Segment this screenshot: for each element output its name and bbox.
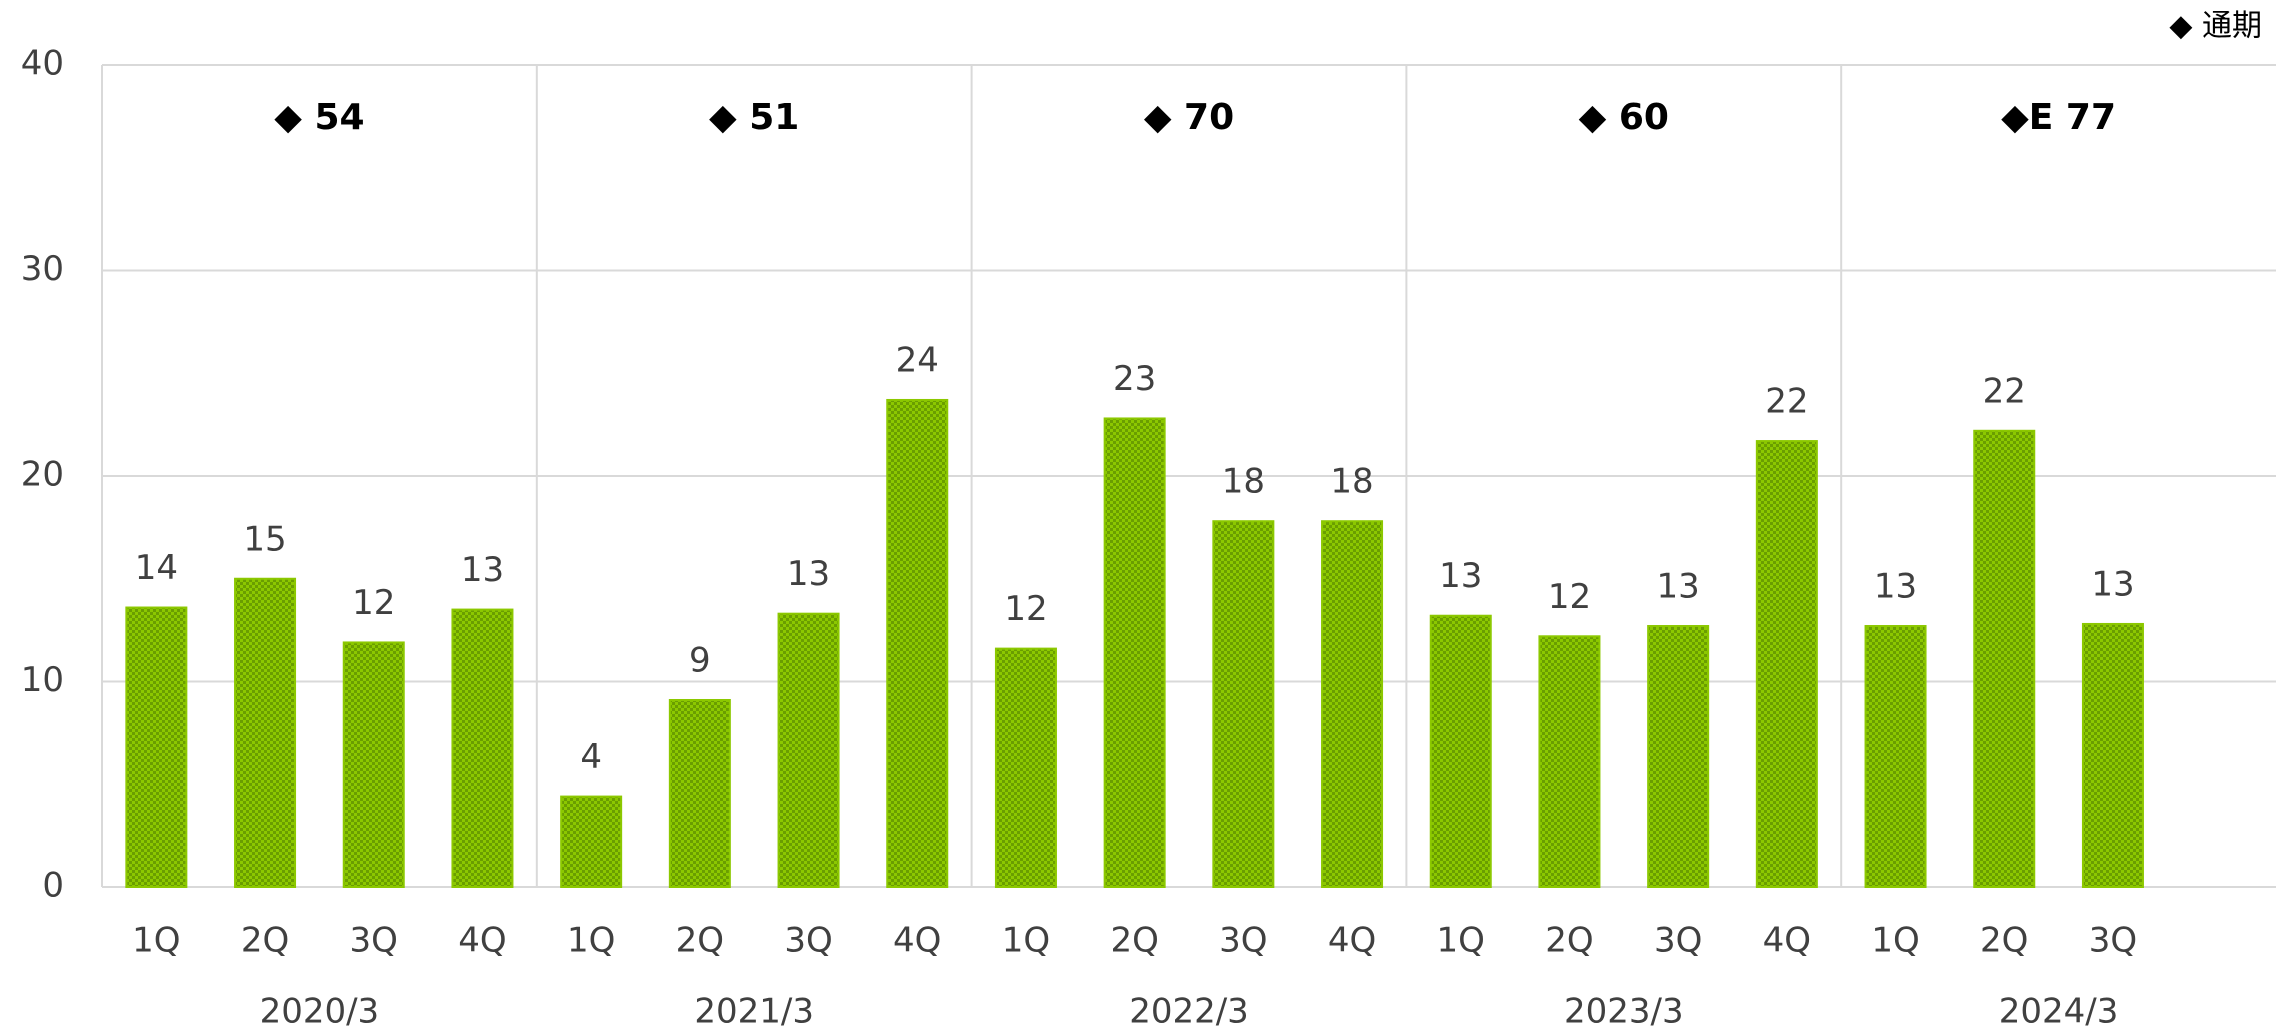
bar [1647, 625, 1710, 888]
value-label: 18 [1222, 462, 1265, 502]
legend: ◆ 通期 [2169, 9, 2262, 44]
value-label: 13 [2091, 564, 2134, 604]
annual-label: ◆ 70 [1144, 97, 1234, 138]
value-label: 15 [243, 519, 286, 559]
group-label: 2020/3 [260, 992, 380, 1032]
bar [1864, 625, 1927, 888]
x-tick-label: 2Q [241, 921, 289, 961]
x-tick-label: 2Q [676, 921, 724, 961]
x-tick-label: 3Q [1219, 921, 1267, 961]
x-tick-label: 4Q [893, 921, 941, 961]
value-label: 13 [1874, 567, 1917, 607]
x-tick-label: 4Q [1328, 921, 1376, 961]
x-tick-label: 3Q [784, 921, 832, 961]
x-tick-label: 4Q [1763, 921, 1811, 961]
bar [342, 641, 405, 889]
bar [234, 577, 297, 888]
bar [2081, 622, 2144, 889]
group-label: 2024/3 [1999, 992, 2119, 1032]
y-tick-label: 10 [21, 660, 64, 700]
annual-label: ◆ 54 [274, 97, 364, 138]
x-tick-label: 1Q [1871, 921, 1919, 961]
value-label: 22 [1983, 371, 2026, 411]
value-label: 24 [896, 340, 939, 380]
x-tick-label: 1Q [1437, 921, 1485, 961]
value-label: 12 [352, 583, 395, 623]
value-label: 14 [135, 548, 178, 588]
annual-label: ◆E 77 [2001, 97, 2116, 138]
value-label: 23 [1113, 359, 1156, 399]
bar [1973, 429, 2036, 888]
bar [994, 647, 1057, 888]
value-label: 13 [1439, 556, 1482, 596]
value-label: 9 [689, 640, 711, 680]
x-tick-label: 3Q [2089, 921, 2137, 961]
value-label: 22 [1765, 382, 1808, 422]
value-label: 12 [1548, 577, 1591, 617]
y-tick-label: 40 [21, 44, 64, 84]
group-label: 2021/3 [694, 992, 814, 1032]
bar [777, 612, 840, 888]
bar [1321, 520, 1384, 889]
group-label: 2022/3 [1129, 992, 1249, 1032]
y-tick-label: 0 [42, 866, 64, 906]
bar [1212, 520, 1275, 889]
value-label: 18 [1330, 462, 1373, 502]
x-tick-label: 3Q [1654, 921, 1702, 961]
x-tick-label: 2Q [1980, 921, 2028, 961]
bar [1429, 614, 1492, 888]
annual-label: ◆ 60 [1579, 97, 1669, 138]
x-tick-label: 2Q [1545, 921, 1593, 961]
bar [668, 698, 731, 888]
x-tick-label: 1Q [1002, 921, 1050, 961]
value-label: 13 [787, 554, 830, 594]
bar [451, 608, 514, 888]
value-label: 12 [1004, 589, 1047, 629]
x-tick-label: 1Q [567, 921, 615, 961]
value-label: 13 [1657, 567, 1700, 607]
x-tick-label: 4Q [458, 921, 506, 961]
y-tick-label: 30 [21, 249, 64, 289]
bar [1538, 635, 1601, 888]
value-label: 4 [580, 737, 602, 777]
bar [886, 398, 949, 888]
x-tick-label: 1Q [132, 921, 180, 961]
bar [1755, 440, 1818, 888]
value-label: 13 [461, 550, 504, 590]
bar [560, 795, 623, 889]
annual-label: ◆ 51 [709, 97, 799, 138]
x-tick-label: 2Q [1110, 921, 1158, 961]
y-tick-label: 20 [21, 455, 64, 495]
group-label: 2023/3 [1564, 992, 1684, 1032]
x-tick-label: 3Q [350, 921, 398, 961]
bar [125, 606, 188, 889]
bar [1103, 417, 1166, 888]
